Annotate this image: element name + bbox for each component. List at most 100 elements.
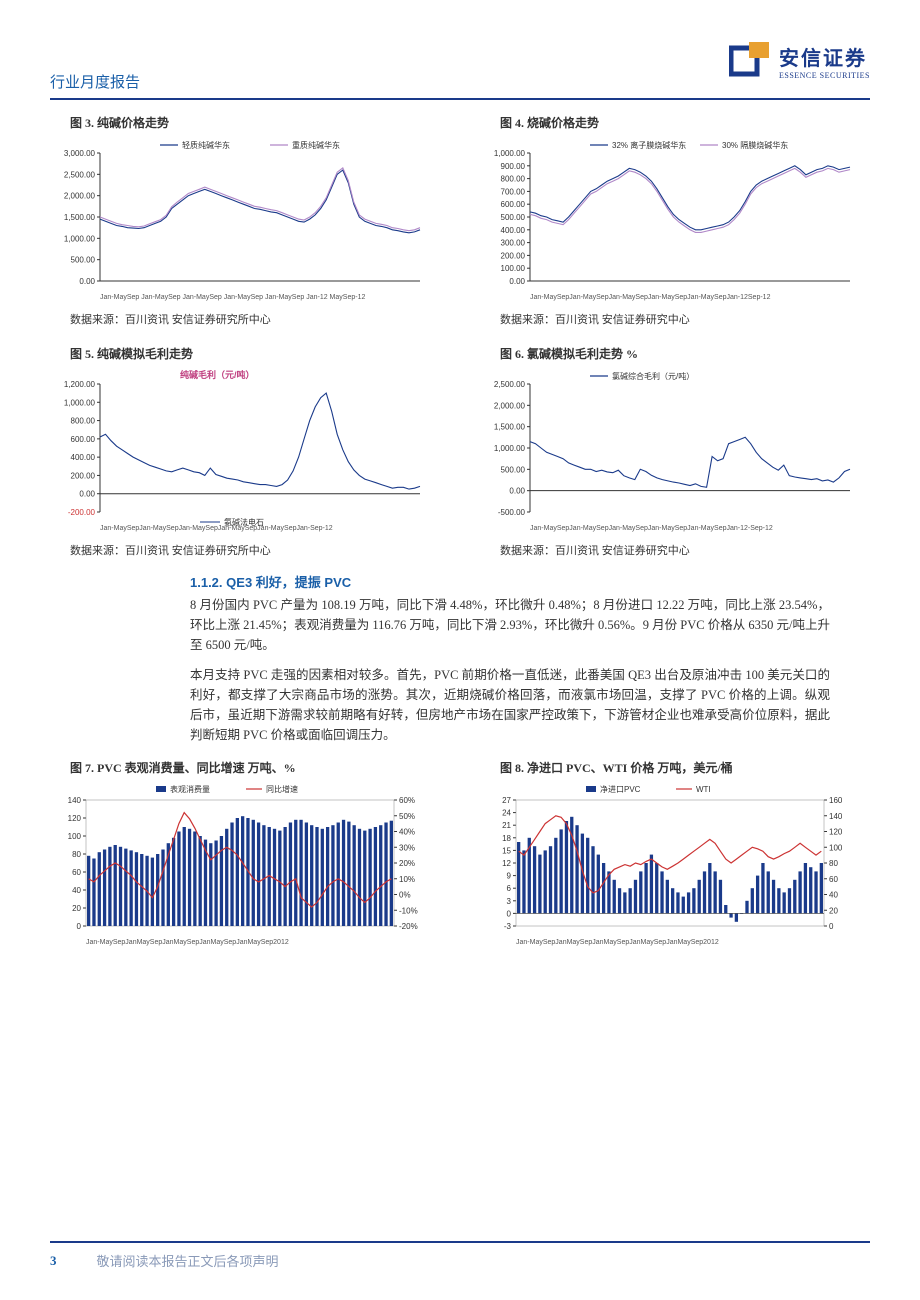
svg-text:12: 12 [502,859,511,868]
svg-text:20: 20 [72,904,81,913]
svg-text:3,000.00: 3,000.00 [64,149,96,158]
chart5: 纯碱毛利（元/吨） -200.00 0.00 200.00 400.00 600.00 80… [50,366,440,536]
chart3-title: 图 3. 纯碱价格走势 [70,114,440,131]
svg-text:Jan-MaySepJanMaySepJanMaySepJa: Jan-MaySepJanMaySepJanMaySepJanMaySepJan… [86,939,289,946]
svg-text:重质纯碱华东: 重质纯碱华东 [292,140,340,150]
svg-text:500.00: 500.00 [501,465,526,474]
chart3-source: 数据来源：百川资讯 安信证券研究所中心 [70,311,440,327]
chart4-title: 图 4. 烧碱价格走势 [500,114,870,131]
company-logo: 安信证券 ESSENCE SECURITIES [729,40,870,82]
svg-text:20%: 20% [399,859,415,868]
svg-text:6: 6 [507,884,512,893]
svg-text:20: 20 [829,906,838,915]
svg-text:0.00: 0.00 [79,490,95,499]
paragraph-2: 本月支持 PVC 走强的因素相对较多。首先，PVC 前期价格一直低迷，此番美国 … [190,665,830,745]
svg-text:60: 60 [829,875,838,884]
chart4: 32% 离子膜烧碱华东30% 隔膜烧碱华东0.00100.00200.00300… [480,135,870,305]
svg-text:-200.00: -200.00 [68,508,96,517]
chart6: 氯碱综合毛利（元/吨）-500.000.00500.001,000.001,50… [480,366,870,536]
svg-text:100: 100 [68,832,82,841]
chart3: 轻质纯碱华东重质纯碱华东0.00500.001,000.001,500.002,… [50,135,440,305]
svg-text:表观消费量: 表观消费量 [170,784,210,794]
svg-text:200.00: 200.00 [71,471,96,480]
chart8-title: 图 8. 净进口 PVC、WTI 价格 万吨，美元/桶 [500,759,870,776]
logo-name-en: ESSENCE SECURITIES [779,71,870,80]
svg-text:-500.00: -500.00 [498,508,526,517]
chart7: 表观消费量 同比增速 0 20 40 60 80 100 120 140 -20% -10% 0% 10%… [50,780,440,950]
svg-text:9: 9 [507,872,512,881]
paragraph-1: 8 月份国内 PVC 产量为 108.19 万吨，同比下滑 4.48%，环比微升… [190,595,830,655]
svg-text:氯碱综合毛利（元/吨）: 氯碱综合毛利（元/吨） [612,371,694,381]
svg-text:3: 3 [507,897,512,906]
svg-text:60: 60 [72,868,81,877]
page-number: 3 [50,1253,57,1269]
svg-text:40: 40 [829,891,838,900]
svg-text:120: 120 [829,828,843,837]
svg-text:500.00: 500.00 [71,256,96,265]
svg-text:400.00: 400.00 [501,226,526,235]
svg-text:10%: 10% [399,875,415,884]
svg-text:600.00: 600.00 [501,200,526,209]
svg-text:140: 140 [829,812,843,821]
svg-text:120: 120 [68,814,82,823]
svg-text:2,500.00: 2,500.00 [64,170,96,179]
svg-text:24: 24 [502,809,511,818]
section-heading: 1.1.2. QE3 利好，提振 PVC [190,572,870,591]
chart8: 净进口PVCWTI-303691215182124270204060801001… [480,780,870,950]
logo-icon [729,40,771,82]
svg-text:Jan-MaySepJan-MaySepJan-MaySep: Jan-MaySepJan-MaySepJan-MaySepJan-MaySep… [530,294,771,301]
svg-text:200.00: 200.00 [501,251,526,260]
svg-text:60%: 60% [399,796,415,805]
svg-text:Jan-MaySepJanMaySepJanMaySepJa: Jan-MaySepJanMaySepJanMaySepJanMaySepJan… [516,939,719,946]
svg-text:80: 80 [829,859,838,868]
chart5-title: 图 5. 纯碱模拟毛利走势 [70,345,440,362]
svg-text:300.00: 300.00 [501,239,526,248]
svg-text:-10%: -10% [399,906,418,915]
chart6-source: 数据来源：百川资讯 安信证券研究中心 [500,542,870,558]
section-num: 1.1.2. [190,575,223,590]
svg-text:-20%: -20% [399,922,418,931]
svg-text:0: 0 [507,909,512,918]
svg-text:Jan-MaySepJan-MaySepJan-MaySep: Jan-MaySepJan-MaySepJan-MaySepJan-MaySep… [100,525,333,532]
svg-text:700.00: 700.00 [501,187,526,196]
logo-name-cn: 安信证券 [779,42,870,71]
svg-text:15: 15 [502,846,511,855]
svg-text:400.00: 400.00 [71,453,96,462]
svg-text:0.00: 0.00 [509,277,525,286]
svg-text:40: 40 [72,886,81,895]
svg-text:0: 0 [77,922,82,931]
footer-disclaimer: 敬请阅读本报告正文后各项声明 [97,1251,279,1270]
svg-text:2,500.00: 2,500.00 [494,380,526,389]
svg-text:27: 27 [502,796,511,805]
svg-text:1,200.00: 1,200.00 [64,380,96,389]
section-title: QE3 利好，提振 PVC [226,575,351,590]
svg-text:800.00: 800.00 [71,417,96,426]
svg-text:同比增速: 同比增速 [266,784,298,794]
svg-text:140: 140 [68,796,82,805]
svg-text:30% 隔膜烧碱华东: 30% 隔膜烧碱华东 [722,140,788,150]
svg-text:0.00: 0.00 [509,487,525,496]
chart7-title: 图 7. PVC 表观消费量、同比增速 万吨、% [70,759,440,776]
svg-text:32% 离子膜烧碱华东: 32% 离子膜烧碱华东 [612,140,686,150]
svg-text:1,000.00: 1,000.00 [64,398,96,407]
chart5-source: 数据来源：百川资讯 安信证券研究所中心 [70,542,440,558]
svg-text:Jan-MaySepJan-MaySepJan-MaySep: Jan-MaySepJan-MaySepJan-MaySepJan-MaySep… [530,525,773,532]
svg-text:50%: 50% [399,812,415,821]
svg-text:500.00: 500.00 [501,213,526,222]
svg-text:1,500.00: 1,500.00 [494,423,526,432]
svg-text:800.00: 800.00 [501,175,526,184]
svg-text:600.00: 600.00 [71,435,96,444]
svg-text:纯碱毛利（元/吨）: 纯碱毛利（元/吨） [180,369,255,380]
svg-text:100: 100 [829,843,843,852]
svg-text:2,000.00: 2,000.00 [64,192,96,201]
svg-text:1,500.00: 1,500.00 [64,213,96,222]
chart6-title: 图 6. 氯碱模拟毛利走势 % [500,345,870,362]
svg-text:-3: -3 [504,922,512,931]
svg-text:轻质纯碱华东: 轻质纯碱华东 [182,140,230,150]
svg-text:80: 80 [72,850,81,859]
svg-text:40%: 40% [399,828,415,837]
svg-text:0%: 0% [399,891,411,900]
svg-text:21: 21 [502,821,511,830]
svg-text:2,000.00: 2,000.00 [494,401,526,410]
svg-text:160: 160 [829,796,843,805]
